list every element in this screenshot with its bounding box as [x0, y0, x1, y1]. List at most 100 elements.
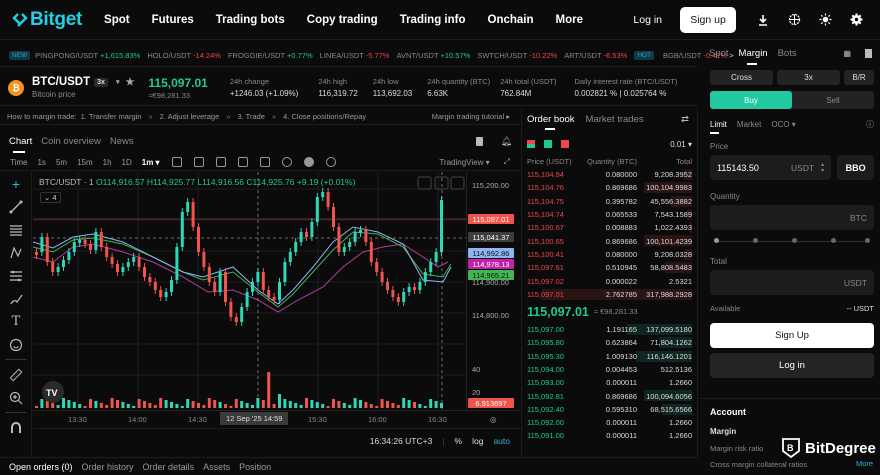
pattern-icon[interactable]: [0, 241, 32, 264]
price-stepper[interactable]: ▴ ▾: [821, 161, 825, 174]
tab-coin-overview[interactable]: Coin overview: [41, 135, 101, 147]
bookmark-icon[interactable]: [475, 136, 483, 146]
crosshair-icon[interactable]: +: [11, 175, 21, 192]
calendar-icon[interactable]: [259, 157, 270, 167]
chevron-down-icon[interactable]: ▾: [115, 79, 120, 86]
orderbook-row[interactable]: 115,092.00 0.000011 1.2660: [527, 418, 692, 428]
orderbook-row[interactable]: 115,104.94 0.080000 9,208.3952: [527, 169, 692, 180]
orderbook-row[interactable]: 115,095.30 1.009130 116,146.1201: [527, 350, 692, 362]
signup-button[interactable]: Sign up: [680, 6, 736, 33]
nav-copy-trading[interactable]: Copy trading: [306, 13, 378, 26]
ticker-item[interactable]: AVNT/USDT +10.57%: [396, 51, 471, 60]
settings-icon[interactable]: [849, 13, 863, 27]
interval-1s[interactable]: 1s: [37, 157, 46, 167]
indicators-icon[interactable]: [171, 157, 182, 167]
nav-more[interactable]: More: [555, 13, 583, 26]
download-icon[interactable]: [756, 13, 770, 27]
ticker-item[interactable]: HOLO/USDT -14.24%: [147, 51, 221, 60]
horizontal-lines-icon[interactable]: [0, 218, 32, 241]
total-input[interactable]: USDT: [710, 270, 874, 295]
theme-icon[interactable]: [818, 13, 832, 27]
howto-step[interactable]: 4. Close positions/Repay: [283, 112, 367, 121]
interval-selected-1m[interactable]: 1m ▾: [141, 157, 160, 167]
brush-icon[interactable]: [0, 287, 32, 310]
tab-market-trades[interactable]: Market trades: [585, 113, 644, 125]
pair-selector[interactable]: BTC/USDT 3x ▾ ★ Bitcoin price: [32, 76, 134, 99]
tab-open-orders[interactable]: Open orders (0): [9, 461, 73, 472]
nav-onchain[interactable]: Onchain: [487, 13, 534, 26]
login-link[interactable]: Log in: [633, 13, 662, 26]
orderbook-row[interactable]: 115,097.00 1.191165 137,099.5180: [527, 323, 692, 335]
orderbook-row[interactable]: 115,094.00 0.004453 512.5136: [527, 365, 692, 374]
howto-step[interactable]: 1. Transfer margin: [80, 112, 142, 121]
templates-icon[interactable]: [215, 157, 226, 167]
margin-mode-button[interactable]: Cross: [710, 70, 773, 85]
scroll-down-icon[interactable]: [417, 176, 432, 190]
fib-icon[interactable]: [0, 264, 32, 287]
globe-icon[interactable]: [787, 13, 801, 27]
trade-login-button[interactable]: Log in: [710, 353, 874, 378]
refresh-icon[interactable]: [281, 157, 292, 167]
collapse-icon[interactable]: [434, 176, 449, 190]
sell-tab[interactable]: Sell: [826, 95, 840, 105]
tab-position[interactable]: Position: [239, 461, 272, 472]
trade-signup-button[interactable]: Sign Up: [710, 323, 874, 348]
nav-trading-info[interactable]: Trading info: [399, 13, 466, 26]
orderbook-row[interactable]: 115,097.02 0.000022 2.5321: [527, 276, 692, 286]
interval-15m[interactable]: 15m: [77, 157, 93, 167]
ruler-icon[interactable]: [0, 363, 32, 386]
orderbook-row[interactable]: 115,104.75 0.395782 45,556.3882: [527, 195, 692, 207]
tab-bots[interactable]: Bots: [777, 48, 797, 59]
interval-1d[interactable]: 1D: [121, 157, 132, 167]
ticker-item[interactable]: PINGPONG/USDT +1,615.83%: [35, 51, 141, 60]
book-bids-icon[interactable]: [544, 140, 552, 148]
tab-order-book[interactable]: Order book: [527, 113, 575, 130]
nav-futures[interactable]: Futures: [151, 13, 194, 26]
tab-spot[interactable]: Spot: [709, 48, 729, 59]
camera-icon[interactable]: [237, 157, 248, 167]
orderbook-row[interactable]: 115,092.81 0.869686 100,094.6056: [527, 390, 692, 402]
leverage-button[interactable]: 3x: [777, 70, 840, 85]
tab-assets[interactable]: Assets: [203, 461, 231, 472]
indicators-toggle[interactable]: ⌄ 4: [40, 192, 61, 203]
tab-news[interactable]: News: [109, 135, 134, 147]
tab-chart[interactable]: Chart: [9, 135, 33, 153]
precision-dropdown[interactable]: 0.01 ▾: [670, 139, 692, 149]
zoom-in-icon[interactable]: [0, 386, 32, 409]
price-chart[interactable]: TV BTC/USDT · 1 O114,916.57 H114,925.77 …: [33, 172, 466, 410]
tab-order-history[interactable]: Order history: [81, 461, 134, 472]
nav-spot[interactable]: Spot: [104, 13, 130, 26]
borrow-repay-button[interactable]: B/R: [844, 70, 874, 85]
interval-time[interactable]: Time: [10, 157, 28, 167]
orderbook-row[interactable]: 115,104.76 0.869686 100,104.9983: [527, 182, 692, 194]
margin-tutorial-link[interactable]: Margin trading tutorial ▸: [431, 112, 510, 121]
orderbook-row[interactable]: 115,093.00 0.000011 1.2660: [527, 378, 692, 388]
howto-step[interactable]: 3. Trade: [237, 112, 265, 121]
chart-settings-icon[interactable]: [325, 157, 336, 167]
log-toggle[interactable]: log: [472, 436, 484, 446]
price-axis[interactable]: 115,200.00 114,900.00 114,800.00 40 20 1…: [466, 172, 520, 410]
text-icon[interactable]: T: [11, 314, 21, 329]
orderbook-row[interactable]: 115,097.61 0.510945 58,808.5483: [527, 262, 692, 274]
fullscreen-icon[interactable]: ⤢: [503, 157, 510, 166]
ticker-item[interactable]: ART/USDT -6.53%: [564, 51, 628, 60]
magnet-icon[interactable]: [0, 416, 32, 439]
nav-trading-bots[interactable]: Trading bots: [215, 13, 285, 26]
candle-type-icon[interactable]: [193, 157, 204, 167]
order-type-limit[interactable]: Limit: [710, 120, 727, 134]
orderbook-row[interactable]: 115,100.65 0.869686 100,101.4239: [527, 235, 692, 247]
notes-icon[interactable]: [865, 49, 872, 58]
quantity-slider[interactable]: [714, 237, 870, 245]
bitget-logo[interactable]: Bitget: [12, 9, 82, 31]
chart-axis-settings-icon[interactable]: ◎: [490, 415, 497, 424]
trendline-icon[interactable]: [0, 195, 32, 218]
book-both-icon[interactable]: [527, 140, 535, 148]
orderbook-row[interactable]: 115,095.80 0.623864 71,804.1262: [527, 337, 692, 349]
ticker-item[interactable]: SWTCH/USDT -10.22%: [477, 51, 558, 60]
interval-5m[interactable]: 5m: [55, 157, 68, 167]
buy-tab[interactable]: Buy: [710, 91, 792, 109]
book-asks-icon[interactable]: [561, 140, 569, 148]
price-input[interactable]: 115143.50 USDT ▴ ▾: [710, 155, 832, 180]
quantity-input[interactable]: BTC: [710, 205, 874, 230]
tab-margin[interactable]: Margin: [738, 48, 768, 65]
